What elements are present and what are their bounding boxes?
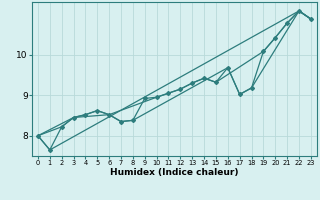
X-axis label: Humidex (Indice chaleur): Humidex (Indice chaleur) [110,168,239,177]
